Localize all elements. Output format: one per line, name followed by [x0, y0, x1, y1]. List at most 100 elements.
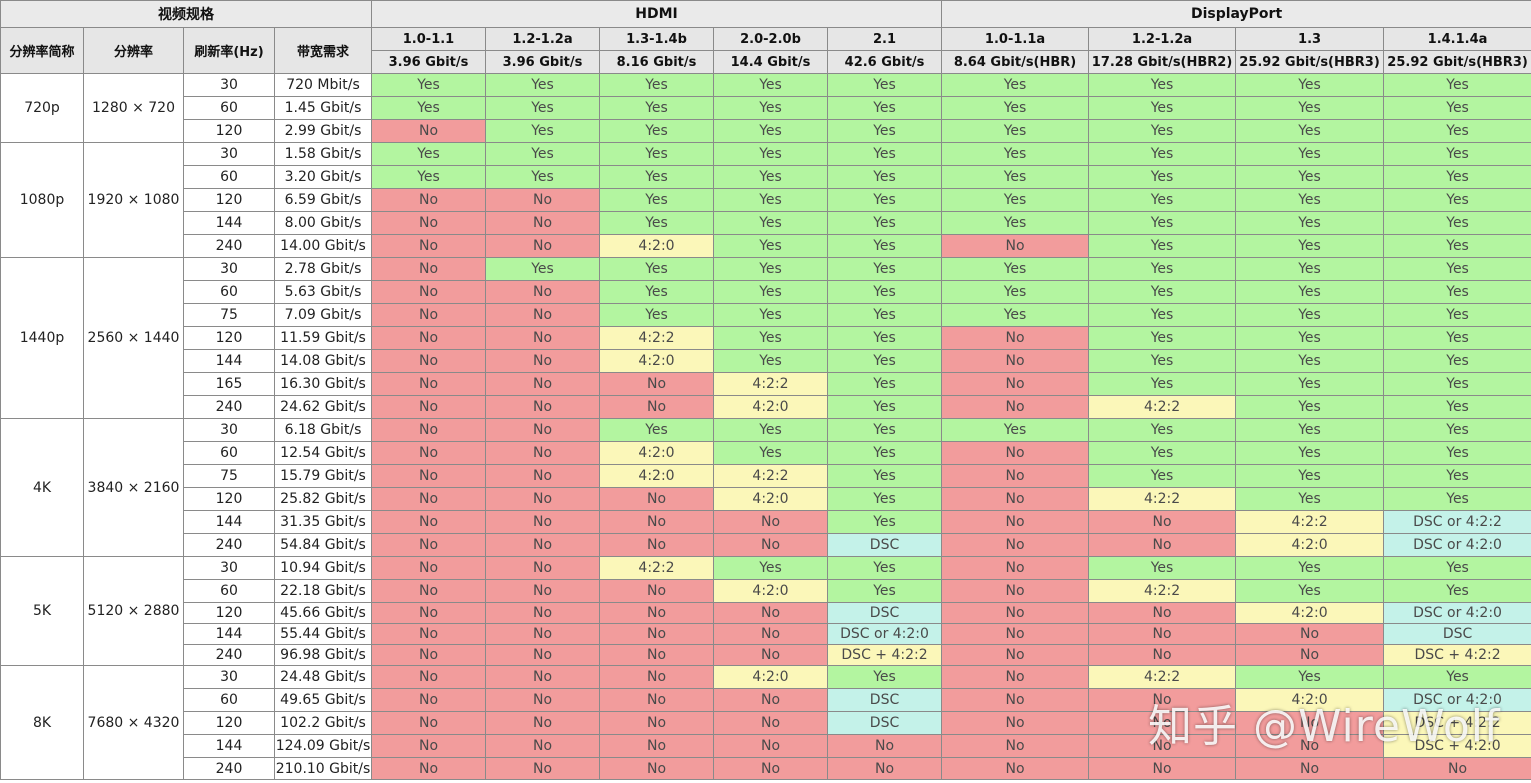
support-cell: Yes	[941, 96, 1090, 120]
support-cell: Yes	[599, 418, 714, 442]
support-cell: Yes	[941, 211, 1090, 235]
support-cell: No	[371, 510, 486, 534]
support-cell: Yes	[713, 211, 828, 235]
support-cell: Yes	[826, 280, 943, 304]
support-cell: No	[485, 623, 600, 645]
refresh-rate: 120	[183, 602, 275, 624]
support-cell: No	[371, 533, 486, 557]
support-cell: DSC or 4:2:0	[1383, 533, 1531, 557]
support-cell: Yes	[1383, 349, 1531, 373]
bandwidth-requirement: 15.79 Gbit/s	[274, 464, 372, 488]
refresh-rate: 60	[183, 579, 275, 603]
refresh-rate: 120	[183, 487, 275, 511]
refresh-rate: 75	[183, 303, 275, 327]
support-cell: DSC or 4:2:0	[1383, 688, 1531, 712]
refresh-rate: 60	[183, 688, 275, 712]
table-row: 60 5.63 Gbit/s No No Yes Yes Yes Yes Yes Yes Yes	[1, 280, 1531, 304]
support-cell: No	[371, 556, 486, 580]
support-cell: No	[713, 533, 828, 557]
support-cell: Yes	[713, 73, 828, 97]
support-cell: No	[371, 372, 486, 396]
bandwidth-requirement: 55.44 Gbit/s	[274, 623, 372, 645]
support-cell: No	[941, 372, 1090, 396]
refresh-rate: 60	[183, 165, 275, 189]
refresh-rate: 240	[183, 757, 275, 780]
support-cell: No	[371, 688, 486, 712]
support-cell: No	[485, 711, 600, 735]
support-cell: Yes	[713, 119, 828, 143]
hdmi-header: HDMI	[370, 0, 943, 28]
refresh-rate: 30	[183, 418, 275, 442]
support-cell: No	[599, 510, 714, 534]
support-cell: Yes	[1383, 188, 1531, 212]
support-cell: No	[485, 349, 600, 373]
support-cell: Yes	[713, 441, 828, 465]
bandwidth-requirement: 25.82 Gbit/s	[274, 487, 372, 511]
version-name-header: 1.4.1.4a	[1383, 27, 1531, 51]
support-cell: Yes	[1088, 556, 1237, 580]
support-cell: Yes	[1235, 257, 1385, 281]
refresh-rate: 240	[183, 234, 275, 258]
support-cell: No	[941, 688, 1090, 712]
support-cell: Yes	[1088, 142, 1237, 166]
bandwidth-requirement: 720 Mbit/s	[274, 73, 372, 97]
resolution-value: 2560 × 1440	[83, 257, 184, 419]
bandwidth-requirement: 2.78 Gbit/s	[274, 257, 372, 281]
table-row: 120 11.59 Gbit/s No No 4:2:2 Yes Yes No Yes Yes Ye…	[1, 326, 1531, 350]
table-row: 144 124.09 Gbit/s No No No No No No No No DSC + 4:…	[1, 734, 1531, 758]
refresh-rate: 30	[183, 73, 275, 97]
support-cell: No	[941, 711, 1090, 735]
support-cell: Yes	[713, 188, 828, 212]
support-cell: No	[1088, 734, 1237, 758]
support-cell: No	[941, 556, 1090, 580]
support-cell: Yes	[713, 234, 828, 258]
support-cell: No	[485, 665, 600, 689]
support-cell: No	[599, 602, 714, 624]
support-cell: Yes	[1088, 234, 1237, 258]
support-cell: Yes	[1383, 372, 1531, 396]
version-name-header: 1.3	[1235, 27, 1385, 51]
support-cell: 4:2:0	[599, 349, 714, 373]
support-cell: Yes	[1088, 280, 1237, 304]
support-cell: Yes	[1383, 234, 1531, 258]
bandwidth-requirement: 3.20 Gbit/s	[274, 165, 372, 189]
support-cell: No	[941, 579, 1090, 603]
support-cell: Yes	[713, 257, 828, 281]
bandwidth-requirement: 12.54 Gbit/s	[274, 441, 372, 465]
support-cell: Yes	[1088, 119, 1237, 143]
support-cell: Yes	[1383, 556, 1531, 580]
support-cell: No	[371, 234, 486, 258]
support-cell: Yes	[1383, 665, 1531, 689]
support-cell: Yes	[826, 119, 943, 143]
support-cell: Yes	[713, 280, 828, 304]
support-cell: No	[371, 188, 486, 212]
support-cell: Yes	[1235, 487, 1385, 511]
support-cell: Yes	[713, 165, 828, 189]
support-cell: No	[371, 711, 486, 735]
table-row: 120 6.59 Gbit/s No No Yes Yes Yes Yes Yes Yes Yes	[1, 188, 1531, 212]
support-cell: 4:2:0	[713, 665, 828, 689]
support-cell: 4:2:2	[599, 556, 714, 580]
table-row: 60 22.18 Gbit/s No No No 4:2:0 Yes No 4:2:2 Yes Ye…	[1, 579, 1531, 603]
support-cell: 4:2:2	[1088, 579, 1237, 603]
support-cell: 4:2:0	[599, 441, 714, 465]
support-cell: Yes	[1235, 464, 1385, 488]
bandwidth-requirement: 210.10 Gbit/s	[274, 757, 372, 780]
support-cell: Yes	[1235, 441, 1385, 465]
resolution-value: 1920 × 1080	[83, 142, 184, 258]
support-cell: No	[1235, 623, 1385, 645]
support-cell: Yes	[1088, 441, 1237, 465]
table-row: 60 12.54 Gbit/s No No 4:2:0 Yes Yes No Yes Yes Yes	[1, 441, 1531, 465]
resolution-short-name: 1080p	[0, 142, 84, 258]
refresh-rate: 144	[183, 623, 275, 645]
support-cell: Yes	[713, 556, 828, 580]
support-cell: Yes	[485, 119, 600, 143]
support-cell: Yes	[599, 96, 714, 120]
support-cell: Yes	[1088, 418, 1237, 442]
support-cell: No	[1088, 688, 1237, 712]
support-cell: No	[1088, 623, 1237, 645]
support-cell: No	[371, 349, 486, 373]
support-cell: No	[713, 734, 828, 758]
support-cell: Yes	[1383, 119, 1531, 143]
